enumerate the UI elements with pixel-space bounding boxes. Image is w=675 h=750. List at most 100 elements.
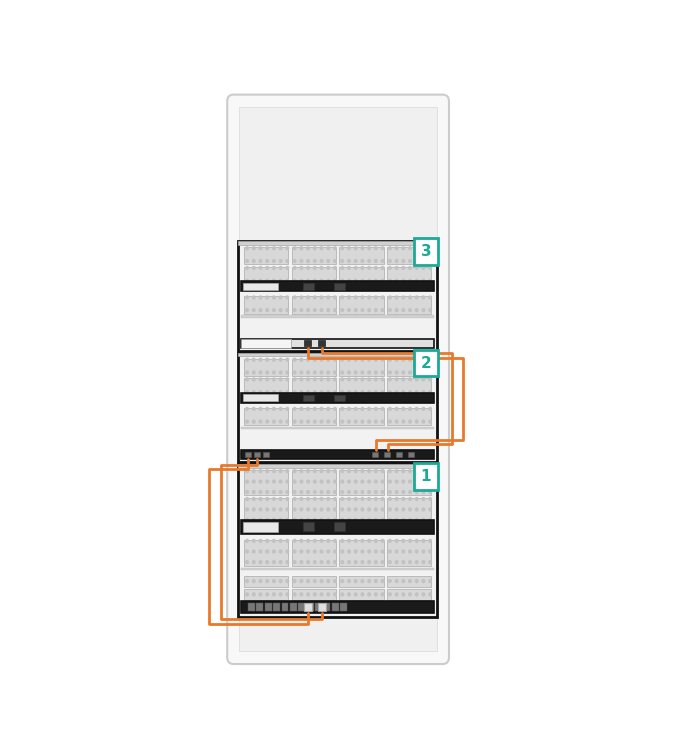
Circle shape [389,480,391,483]
Circle shape [327,497,329,500]
Circle shape [341,508,344,511]
Circle shape [313,279,316,282]
Circle shape [273,378,275,381]
Circle shape [354,358,357,362]
Circle shape [286,371,289,374]
Circle shape [396,247,398,250]
Circle shape [246,593,248,596]
Bar [241,338,291,347]
Circle shape [307,420,309,423]
Circle shape [273,518,275,521]
Bar [387,408,431,425]
Circle shape [333,420,336,423]
Circle shape [313,539,316,542]
Bar [241,427,434,429]
Circle shape [375,539,377,542]
Circle shape [252,580,255,583]
Circle shape [279,296,282,299]
Circle shape [273,266,275,269]
Circle shape [361,490,364,494]
Circle shape [415,539,418,542]
Circle shape [368,260,371,262]
Circle shape [300,266,302,269]
Bar [333,283,345,290]
Circle shape [246,391,248,394]
Circle shape [333,518,336,521]
Bar [292,408,336,425]
Circle shape [375,266,377,269]
Circle shape [389,497,391,500]
Circle shape [266,279,269,282]
Bar [256,603,263,610]
Circle shape [294,296,296,299]
Circle shape [415,508,418,511]
Circle shape [361,420,364,423]
Circle shape [294,391,296,394]
Circle shape [422,508,425,511]
Circle shape [348,407,350,410]
Circle shape [286,378,289,381]
Circle shape [246,358,248,362]
Circle shape [396,497,398,500]
Circle shape [389,391,391,394]
Circle shape [320,539,323,542]
Circle shape [389,518,391,521]
Circle shape [341,378,344,381]
Circle shape [422,266,425,269]
Circle shape [415,358,418,362]
Circle shape [381,358,384,362]
Circle shape [313,580,316,583]
Circle shape [402,480,404,483]
Circle shape [341,407,344,410]
Circle shape [422,407,425,410]
Circle shape [300,497,302,500]
Circle shape [266,561,269,563]
Circle shape [389,296,391,299]
Circle shape [389,260,391,262]
Circle shape [286,407,289,410]
Circle shape [333,378,336,381]
Circle shape [266,266,269,269]
Bar [241,450,434,459]
Circle shape [294,247,296,250]
Circle shape [273,407,275,410]
Circle shape [279,490,282,494]
Circle shape [246,260,248,262]
Bar [396,452,402,458]
Circle shape [402,470,404,472]
Circle shape [368,309,371,311]
Circle shape [341,580,344,583]
Bar [292,247,336,265]
Circle shape [246,490,248,494]
Circle shape [375,279,377,282]
Bar [339,296,383,314]
Circle shape [396,391,398,394]
Circle shape [266,518,269,521]
Circle shape [381,470,384,472]
Circle shape [252,378,255,381]
Circle shape [429,279,431,282]
Circle shape [307,260,309,262]
Circle shape [294,309,296,311]
Circle shape [429,580,431,583]
Circle shape [409,247,411,250]
Circle shape [300,420,302,423]
Circle shape [361,580,364,583]
Circle shape [273,470,275,472]
Circle shape [341,518,344,521]
Circle shape [279,260,282,262]
Circle shape [381,391,384,394]
Circle shape [409,480,411,483]
Circle shape [415,561,418,563]
Circle shape [389,247,391,250]
Circle shape [266,508,269,511]
Circle shape [409,260,411,262]
Circle shape [429,561,431,563]
Circle shape [294,508,296,511]
Circle shape [415,260,418,262]
Circle shape [300,480,302,483]
Circle shape [313,420,316,423]
Circle shape [381,497,384,500]
Circle shape [279,593,282,596]
Circle shape [368,378,371,381]
